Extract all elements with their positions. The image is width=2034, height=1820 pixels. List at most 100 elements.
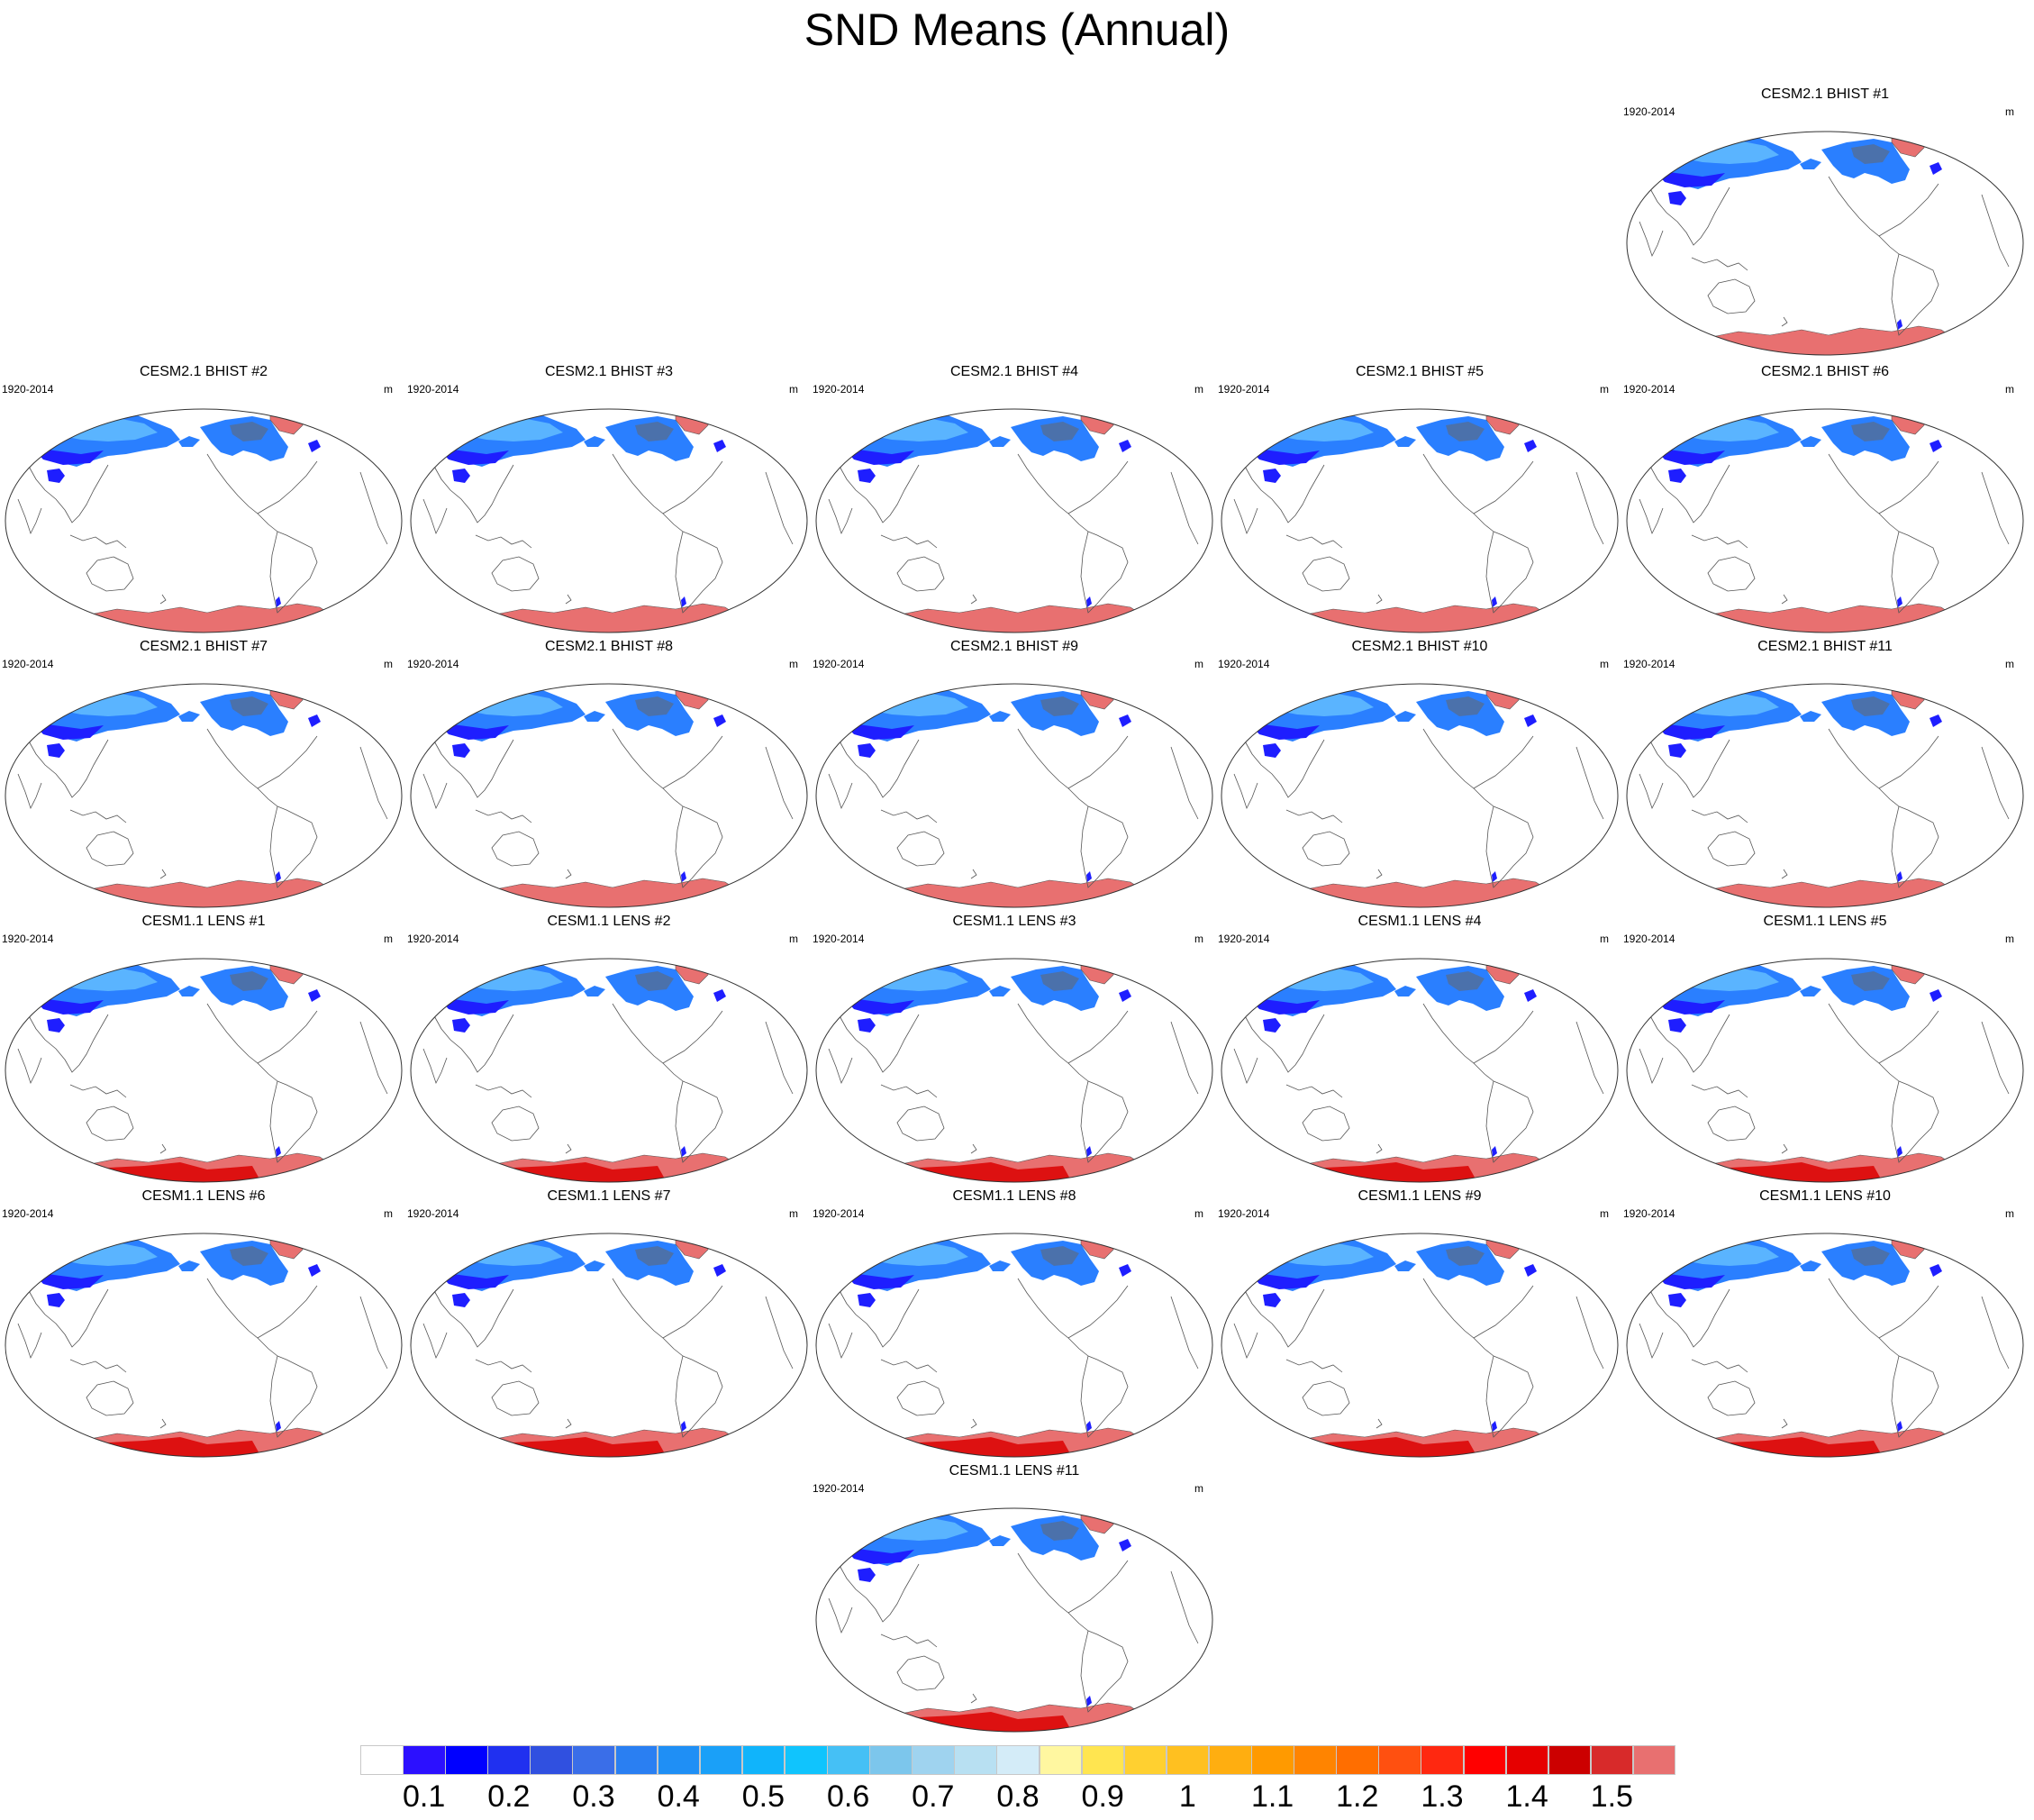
colorbar-box: [912, 1745, 955, 1775]
eurasia-snow-low: [1248, 1271, 1320, 1289]
maritime-se-asia-coast: [1691, 1359, 1748, 1373]
globe-outline: [1221, 1233, 1619, 1458]
central-america-coast: [257, 513, 278, 532]
tibet-snow: [858, 1293, 876, 1307]
panel-title: CESM2.1 BHIST #2: [140, 364, 268, 379]
ocean: [411, 1233, 807, 1457]
map-panel: CESM1.1 LENS #5 1920-2014 m: [1621, 914, 2029, 1184]
andes-snow: [1897, 1146, 1902, 1157]
colorbar-tick-label: 0.3: [572, 1779, 615, 1814]
maritime-se-asia-coast: [880, 1633, 938, 1648]
asia-coast: [26, 462, 109, 523]
ocean: [5, 959, 402, 1182]
bering-snow: [584, 986, 605, 996]
map-projection: [1221, 408, 1619, 633]
maritime-se-asia-coast: [1691, 257, 1748, 271]
map-panel: CESM2.1 BHIST #5 1920-2014 m: [1216, 364, 1623, 634]
australia-coast: [1707, 556, 1756, 592]
map-projection: [1626, 408, 2024, 633]
new-zealand-coast: [1781, 869, 1788, 879]
south-america-coast: [1891, 531, 1939, 614]
labrador-snow: [308, 1264, 321, 1277]
map-projection: [1221, 958, 1619, 1183]
labrador-snow: [308, 714, 321, 727]
north-america-snow-dense: [230, 1246, 268, 1266]
panel-units: m: [2005, 1207, 2014, 1220]
south-america-coast: [1080, 1355, 1129, 1438]
colorbar-box: [784, 1745, 828, 1775]
panel-units: m: [1194, 1207, 1203, 1220]
ocean: [1627, 132, 2023, 355]
australia-coast: [1302, 831, 1350, 867]
globe-outline: [1221, 683, 1619, 908]
panel-units: m: [1194, 383, 1203, 396]
globe-outline: [5, 958, 403, 1183]
south-america-coast: [1485, 1355, 1534, 1438]
eurasia-snow-low: [842, 1271, 914, 1289]
panel-title: CESM1.1 LENS #9: [1358, 1188, 1482, 1204]
central-america-coast: [662, 787, 684, 807]
bering-snow: [584, 1260, 605, 1271]
india-coast: [1639, 1323, 1664, 1360]
eurasia-snow-low: [1653, 169, 1725, 187]
bering-snow: [1800, 711, 1821, 722]
africa-coast: [1981, 1296, 2010, 1370]
south-america-coast: [1891, 1355, 1939, 1438]
panel-title: CESM1.1 LENS #7: [547, 1188, 671, 1204]
colorbar-tick-label: 1.2: [1336, 1779, 1379, 1814]
asia-coast: [1648, 1012, 1730, 1073]
australia-coast: [86, 556, 134, 592]
maritime-se-asia-coast: [475, 534, 532, 549]
panel-period: 1920-2014: [1623, 383, 1675, 396]
colorbar-tick-label: 0.5: [741, 1779, 785, 1814]
colorbar-box: [614, 1745, 658, 1775]
maritime-se-asia-coast: [880, 534, 938, 549]
india-coast: [1233, 773, 1258, 810]
labrador-snow: [1119, 714, 1131, 727]
map-projection: [1221, 1233, 1619, 1458]
north-america-snow-dense: [1446, 696, 1485, 716]
panel-units: m: [1600, 658, 1609, 670]
south-america-coast: [1891, 253, 1939, 336]
new-zealand-coast: [1376, 1418, 1383, 1429]
north-america-snow-dense: [1851, 1246, 1890, 1266]
tibet-snow: [47, 1293, 65, 1307]
india-coast: [1639, 1048, 1664, 1085]
australia-coast: [1707, 831, 1756, 867]
ocean: [5, 409, 402, 632]
tibet-snow: [47, 743, 65, 758]
map-projection: [815, 408, 1213, 633]
labrador-snow: [1930, 1264, 1942, 1277]
maritime-se-asia-coast: [69, 1359, 127, 1373]
map-projection: [5, 958, 403, 1183]
panel-period: 1920-2014: [407, 658, 459, 670]
panel-title: CESM1.1 LENS #1: [141, 914, 266, 929]
tibet-snow: [452, 743, 470, 758]
labrador-snow: [1930, 989, 1942, 1002]
colorbar-box: [487, 1745, 531, 1775]
andes-snow: [1086, 1696, 1092, 1706]
eurasia-snow-low: [32, 722, 104, 740]
labrador-snow: [713, 989, 726, 1002]
new-zealand-coast: [159, 869, 167, 879]
new-zealand-coast: [1376, 594, 1383, 605]
asia-coast: [431, 1012, 514, 1073]
bering-snow: [178, 711, 200, 722]
map-projection: [410, 958, 808, 1183]
india-coast: [1233, 1048, 1258, 1085]
africa-coast: [1170, 1296, 1199, 1370]
india-coast: [1639, 773, 1664, 810]
eurasia-snow-low: [437, 722, 509, 740]
india-coast: [1233, 498, 1258, 535]
maritime-se-asia-coast: [475, 809, 532, 824]
tibet-snow: [1668, 191, 1686, 205]
bering-snow: [178, 1260, 200, 1271]
north-america-snow-dense: [635, 1246, 674, 1266]
panel-title: CESM2.1 BHIST #11: [1757, 639, 1893, 654]
maritime-se-asia-coast: [1285, 809, 1343, 824]
maritime-se-asia-coast: [1691, 809, 1748, 824]
india-coast: [828, 773, 853, 810]
bering-snow: [178, 986, 200, 996]
eurasia-snow-low: [1248, 447, 1320, 465]
panel-title: CESM2.1 BHIST #4: [950, 364, 1078, 379]
